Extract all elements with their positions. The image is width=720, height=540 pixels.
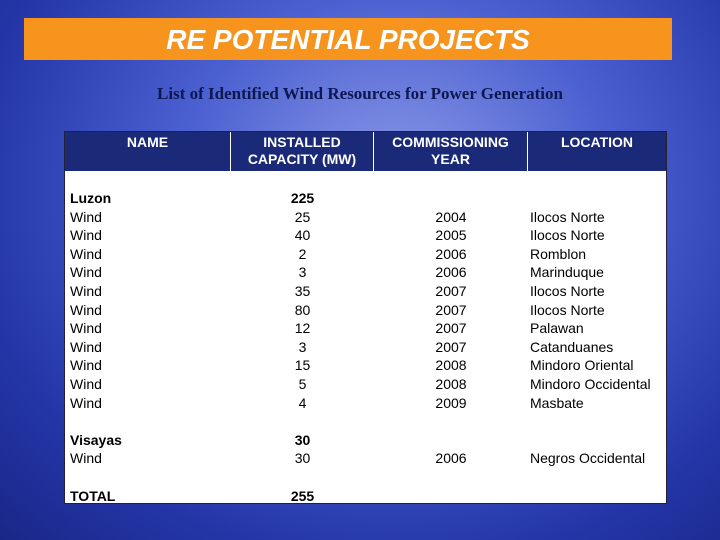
cell-location: Catanduanes	[530, 338, 614, 355]
cell-name: Wind	[70, 227, 102, 244]
cell-name: Visayas	[70, 431, 122, 448]
cell-name: Wind	[70, 245, 102, 262]
cell-location: Ilocos Norte	[530, 208, 605, 225]
cell-year: 2006	[435, 245, 467, 262]
cell-capacity: 15	[294, 357, 311, 374]
column-header: LOCATION	[560, 134, 634, 150]
cell-capacity: 80	[294, 301, 311, 318]
cell-capacity: 5	[298, 376, 307, 392]
cell-capacity: 2	[298, 245, 307, 262]
cell-capacity: 25	[294, 208, 311, 225]
cell-year: 2007	[435, 301, 467, 318]
cell-location: Ilocos Norte	[530, 283, 605, 299]
cell-location: Negros Occidental	[530, 450, 646, 467]
cell-name: Wind	[70, 338, 102, 355]
cell-name: Wind	[70, 320, 102, 337]
cell-year: 2006	[435, 450, 467, 467]
table: NAME INSTALLED CAPACITY (MW) COMMISSIONING…	[64, 131, 667, 504]
cell-name: Wind	[70, 376, 102, 392]
cell-capacity: 40	[294, 227, 311, 244]
cell-capacity: 225	[290, 190, 315, 206]
cell-name: Wind	[70, 208, 102, 225]
cell-year: 2005	[435, 227, 467, 244]
cell-name: TOTAL	[70, 487, 116, 504]
cell-capacity: 12	[294, 320, 311, 337]
cell-location: Mindoro Oriental	[530, 357, 634, 374]
cell-year: 2007	[435, 320, 467, 337]
cell-capacity: 30	[294, 431, 311, 448]
cell-location: Masbate	[530, 394, 584, 411]
cell-capacity: 30	[294, 450, 311, 467]
cell-location: Mindoro Occidental	[530, 376, 651, 392]
cell-name: Wind	[70, 450, 102, 467]
subtitle: List of Identified Wind Resources for Po…	[157, 84, 563, 103]
column-header: COMMISSIONING YEAR	[374, 132, 528, 171]
cell-name: Wind	[70, 357, 102, 374]
cell-location: Ilocos Norte	[530, 227, 605, 244]
table-header: NAME INSTALLED CAPACITY (MW) COMMISSIONING…	[65, 132, 666, 171]
cell-capacity: 255	[290, 487, 315, 504]
cell-name: Wind	[70, 394, 102, 411]
cell-year: 2008	[435, 357, 467, 374]
title: RE POTENTIAL PROJECTS	[24, 18, 672, 60]
column-header: INSTALLED CAPACITY (MW)	[231, 132, 374, 171]
cell-year: 2004	[435, 208, 467, 225]
cell-location: Marinduque	[530, 264, 604, 281]
cell-location: Palawan	[530, 320, 584, 337]
cell-name: Wind	[70, 301, 102, 318]
cell-capacity: 3	[298, 338, 307, 355]
cell-location: Ilocos Norte	[530, 301, 605, 318]
cell-capacity: 3	[298, 264, 307, 281]
cell-capacity: 35	[294, 283, 311, 299]
cell-name: Wind	[70, 264, 102, 281]
cell-name: Wind	[70, 283, 102, 299]
column-header: NAME	[65, 132, 231, 171]
cell-year: 2008	[435, 376, 467, 392]
cell-year: 2007	[435, 283, 467, 299]
cell-capacity: 4	[298, 394, 307, 411]
cell-location: Romblon	[530, 245, 587, 262]
cell-year: 2006	[435, 264, 467, 281]
cell-year: 2009	[435, 394, 467, 411]
cell-name: Luzon	[70, 190, 112, 206]
cell-year: 2007	[435, 338, 467, 355]
